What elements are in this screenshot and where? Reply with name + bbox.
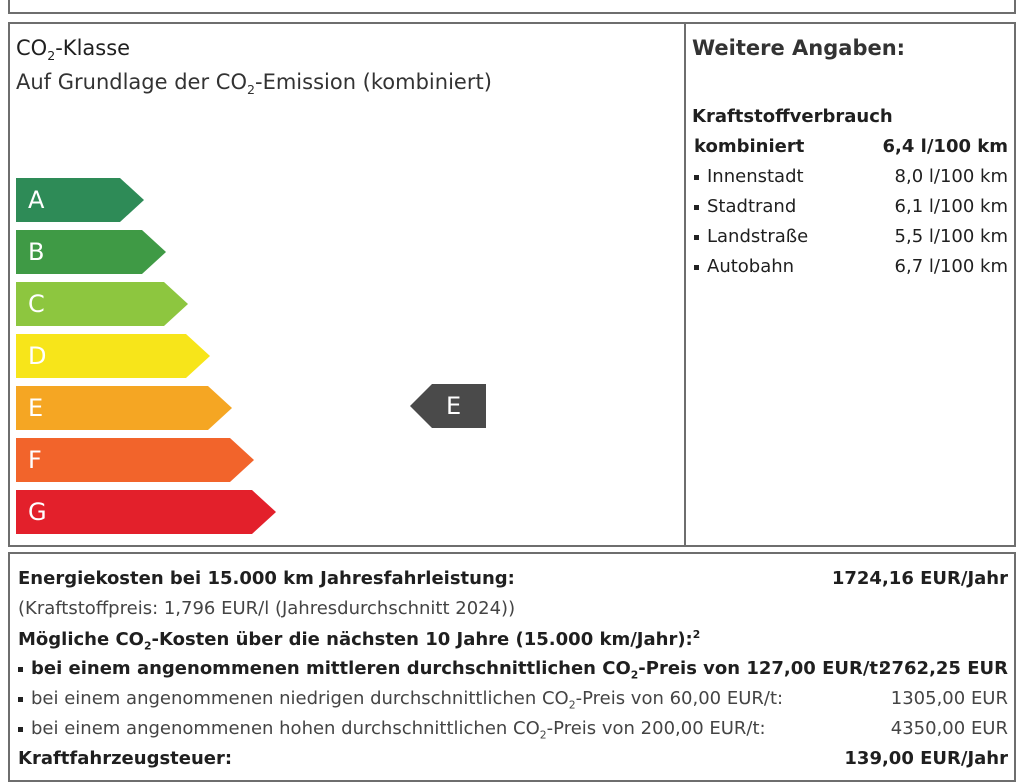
top-strip-frame [8, 0, 1016, 14]
co2-band-label: F [28, 446, 42, 474]
co2-band-e: E [16, 386, 232, 430]
band-arrow-icon [16, 282, 188, 326]
co2-band-d: D [16, 334, 210, 378]
co2-band-label: E [28, 394, 44, 422]
band-arrow-icon [16, 230, 166, 274]
bullet-icon [694, 234, 699, 240]
co2-band-f: F [16, 438, 254, 482]
bullet-icon [18, 666, 23, 672]
further-info-panel: Weitere Angaben: Kraftstoffverbrauch kom… [684, 22, 1016, 547]
bullet-icon [18, 696, 23, 702]
bullet-icon [694, 204, 699, 210]
co2-band-g: G [16, 490, 276, 534]
co2-band-label: G [28, 498, 47, 526]
co2-band-b: B [16, 230, 166, 274]
band-arrow-icon [16, 490, 276, 534]
co2-title: CO2-Klasse [16, 36, 131, 64]
co2-band-a: A [16, 178, 144, 222]
band-arrow-icon [16, 178, 144, 222]
co2-band-c: C [16, 282, 188, 326]
band-arrow-icon [16, 438, 254, 482]
current-class-label: E [446, 392, 462, 420]
bullet-icon [694, 174, 699, 180]
co2-class-panel: CO2-Klasse Auf Grundlage der CO2-Emissio… [8, 22, 686, 547]
current-class-marker: E [410, 384, 486, 428]
co2-band-label: C [28, 290, 45, 318]
bullet-icon [694, 264, 699, 270]
info-title: Weitere Angaben: [692, 36, 906, 60]
band-arrow-icon [16, 386, 232, 430]
co2-band-label: A [28, 186, 45, 214]
co2-subtitle: Auf Grundlage der CO2-Emission (kombinie… [16, 70, 492, 98]
co2-band-label: D [28, 342, 47, 370]
bullet-icon [18, 726, 23, 732]
cost-panel: Energiekosten bei 15.000 km Jahresfahrle… [8, 552, 1016, 782]
co2-band-label: B [28, 238, 45, 266]
band-arrow-icon [16, 334, 210, 378]
marker-arrow-icon [410, 384, 486, 428]
fuel-consumption-heading: Kraftstoffverbrauch [692, 106, 893, 127]
